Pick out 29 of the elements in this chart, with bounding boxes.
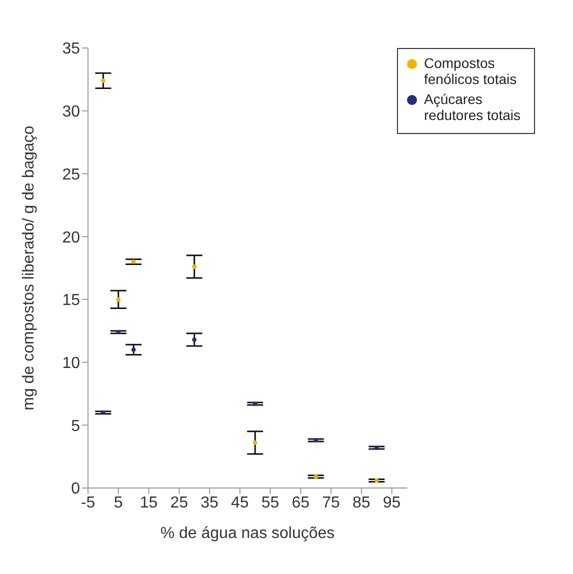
point: [116, 297, 121, 302]
x-axis-title: % de água nas soluções: [160, 525, 335, 542]
x-tick-label: 45: [231, 494, 249, 512]
legend-label: Açúcares redutores totais: [424, 91, 522, 123]
point: [131, 348, 136, 352]
y-axis-title: mg de compostos liberado/ g de bagaço: [20, 126, 38, 410]
y-tick-label: 20: [62, 229, 80, 246]
y-tick-label: 10: [62, 354, 80, 372]
x-tick-label: 5: [114, 494, 123, 512]
point: [192, 264, 197, 269]
y-tick-label: 30: [62, 104, 80, 121]
x-tick-label: 35: [200, 494, 219, 512]
x-tick-label: 75: [322, 494, 340, 512]
y-tick-label: 15: [62, 292, 80, 310]
y-tick-label: 5: [71, 418, 80, 435]
x-tick-label: 85: [352, 494, 370, 512]
x-tick-label: 65: [292, 494, 310, 512]
point: [100, 78, 106, 83]
x-tick-label: 15: [140, 494, 158, 512]
legend-label: Compostos fenólicos totais: [424, 55, 518, 87]
point: [192, 337, 197, 342]
y-tick-label: 0: [71, 480, 80, 498]
x-tick-label: 95: [382, 494, 401, 512]
point: [252, 440, 258, 445]
y-tick-label: 35: [62, 40, 80, 58]
x-tick-label: 55: [261, 494, 280, 512]
x-tick-label: 25: [170, 494, 188, 512]
x-tick-label: -5: [80, 494, 96, 512]
y-tick-label: 25: [62, 166, 80, 184]
